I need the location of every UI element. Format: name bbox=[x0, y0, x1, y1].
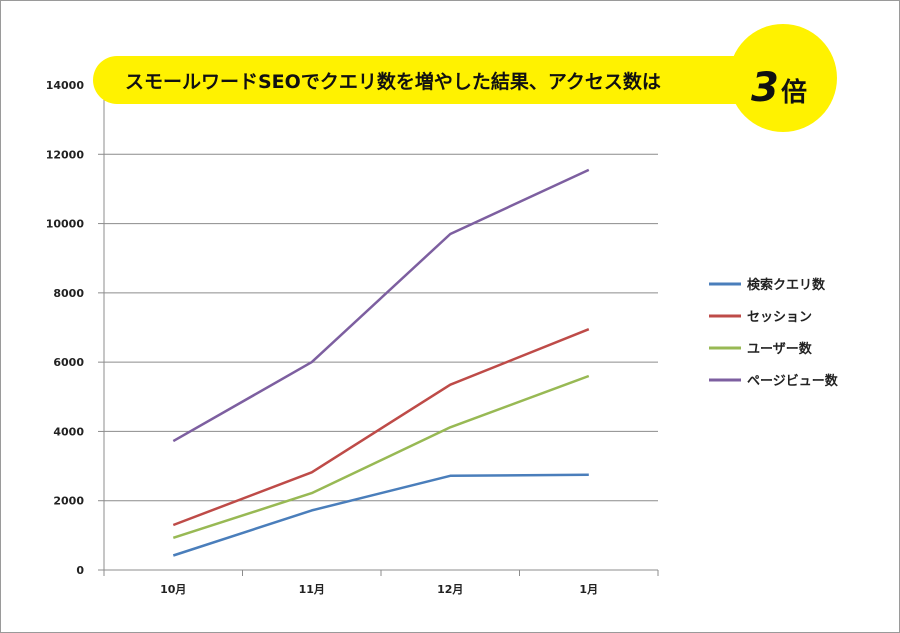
headline-banner: スモールワードSEOでクエリ数を増やした結果、アクセス数は 3 倍 bbox=[93, 24, 837, 132]
series-line bbox=[172, 374, 590, 539]
legend-label: セッション bbox=[747, 310, 812, 325]
legend-label: ページビュー数 bbox=[747, 373, 839, 389]
series-line bbox=[172, 473, 589, 557]
y-tick-label: 6000 bbox=[53, 356, 84, 369]
y-tick-label: 10000 bbox=[46, 218, 85, 231]
legend-label: ユーザー数 bbox=[747, 341, 813, 357]
badge-unit: 倍 bbox=[781, 77, 807, 108]
y-tick-label: 4000 bbox=[53, 425, 84, 438]
series-line bbox=[172, 168, 590, 443]
x-tick-label: 12月 bbox=[437, 583, 463, 596]
series-line bbox=[172, 328, 590, 527]
legend-label: 検索クエリ数 bbox=[747, 277, 826, 293]
banner-pill bbox=[93, 56, 799, 104]
x-tick-label: 1月 bbox=[579, 583, 598, 596]
gridlines bbox=[104, 84, 658, 502]
y-tick-label: 2000 bbox=[53, 495, 84, 508]
x-tick-label: 11月 bbox=[299, 583, 325, 596]
y-tick-label: 12000 bbox=[46, 148, 85, 161]
badge-circle bbox=[729, 24, 837, 132]
axes bbox=[98, 84, 659, 576]
badge-number: 3 bbox=[751, 65, 779, 111]
x-tick-label: 10月 bbox=[160, 583, 186, 596]
banner-text: スモールワードSEOでクエリ数を増やした結果、アクセス数は bbox=[125, 70, 661, 93]
y-tick-labels: 0 2000 4000 6000 8000 10000 12000 14000 bbox=[46, 79, 85, 577]
y-tick-label: 0 bbox=[76, 564, 84, 577]
y-tick-label: 14000 bbox=[46, 79, 85, 92]
series-lines bbox=[172, 168, 590, 557]
x-tick-labels: 10月 11月 12月 1月 bbox=[160, 583, 598, 596]
y-tick-label: 8000 bbox=[53, 287, 84, 300]
